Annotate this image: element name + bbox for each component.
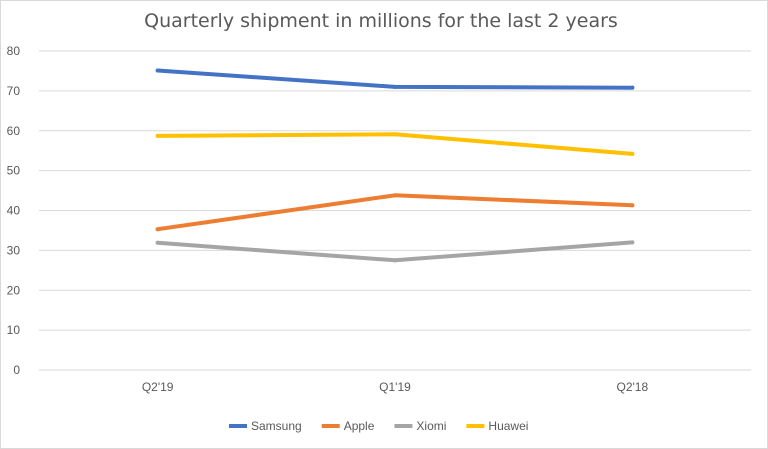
data-point-apple xyxy=(155,227,160,232)
legend-item-huawei: Huawei xyxy=(466,419,528,433)
legend-label: Xiomi xyxy=(416,419,446,433)
series-line-huawei xyxy=(155,132,635,156)
data-point-xiomi xyxy=(155,240,160,245)
y-tick-label: 60 xyxy=(7,124,21,138)
legend-item-samsung: Samsung xyxy=(229,419,302,433)
data-point-huawei xyxy=(393,132,397,137)
data-point-huawei xyxy=(630,151,635,156)
x-tick-label: Q2'18 xyxy=(617,380,649,394)
data-point-apple xyxy=(630,203,635,208)
y-tick-label: 10 xyxy=(7,323,21,337)
data-point-xiomi xyxy=(630,240,635,245)
y-tick-label: 50 xyxy=(7,164,21,178)
y-tick-label: 40 xyxy=(7,204,21,218)
x-tick-label: Q1'19 xyxy=(379,380,411,394)
y-tick-label: 20 xyxy=(7,283,21,297)
data-point-samsung xyxy=(630,85,635,90)
y-tick-label: 0 xyxy=(13,363,20,377)
series-line-xiomi xyxy=(155,240,635,263)
x-tick-label: Q2'19 xyxy=(142,380,174,394)
y-axis-ticks: 0 10 20 30 40 50 60 70 80 xyxy=(7,44,21,377)
y-tick-label: 30 xyxy=(7,243,21,257)
data-point-samsung xyxy=(393,84,397,89)
legend-item-xiomi: Xiomi xyxy=(394,419,446,433)
legend-label: Apple xyxy=(344,419,375,433)
y-tick-label: 70 xyxy=(7,84,21,98)
data-point-xiomi xyxy=(393,258,397,263)
series-line-apple xyxy=(155,193,635,232)
legend-item-apple: Apple xyxy=(321,419,375,433)
legend-label: Huawei xyxy=(488,419,528,433)
series-lines xyxy=(155,68,635,263)
legend-label: Samsung xyxy=(251,419,302,433)
data-point-apple xyxy=(393,193,397,198)
data-point-samsung xyxy=(155,68,160,73)
data-point-huawei xyxy=(155,133,160,138)
x-axis-ticks: Q2'19 Q1'19 Q2'18 xyxy=(142,380,649,394)
legend: Samsung Apple Xiomi Huawei xyxy=(229,419,528,433)
gridlines xyxy=(39,50,751,371)
y-tick-label: 80 xyxy=(7,44,21,58)
chart-title: Quarterly shipment in millions for the l… xyxy=(144,10,618,32)
